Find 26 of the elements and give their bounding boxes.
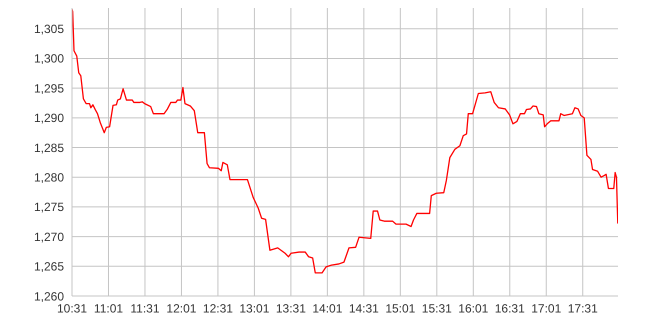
x-tick-label: 14:31	[348, 302, 380, 316]
x-tick-label: 11:01	[94, 302, 124, 316]
x-tick-label: 17:01	[531, 302, 562, 316]
y-tick-label: 1,285	[34, 140, 64, 155]
y-tick-label: 1,260	[34, 289, 64, 304]
x-tick-label: 15:01	[385, 302, 416, 316]
y-tick-label: 1,295	[34, 81, 64, 96]
line-series	[72, 8, 618, 274]
y-tick-label: 1,305	[34, 22, 64, 36]
x-tick-label: 13:31	[276, 302, 306, 316]
x-tick-label: 16:31	[494, 302, 526, 316]
y-tick-label: 1,280	[34, 170, 64, 184]
x-tick-label: 15:31	[422, 302, 452, 316]
x-tick-label: 16:01	[458, 302, 489, 316]
x-tick-label: 10:31	[56, 302, 88, 316]
x-tick-label: 14:01	[312, 302, 343, 316]
y-tick-label: 1,265	[34, 260, 64, 274]
x-tick-label: 12:31	[202, 302, 234, 316]
x-tick-label: 11:31	[130, 302, 160, 316]
x-tick-label: 13:01	[239, 302, 270, 316]
y-tick-label: 1,300	[34, 52, 64, 66]
x-tick-label: 12:01	[166, 302, 197, 316]
y-tick-label: 1,290	[34, 111, 64, 126]
x-tick-label: 17:31	[568, 302, 598, 316]
y-tick-label: 1,275	[34, 200, 64, 214]
y-tick-label: 1,270	[34, 230, 64, 244]
